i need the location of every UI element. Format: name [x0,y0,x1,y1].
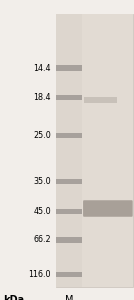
Bar [82,14,133,286]
Text: kDa: kDa [3,295,24,300]
Text: 14.4: 14.4 [33,64,51,73]
Bar [56,179,82,184]
Text: 116.0: 116.0 [28,270,51,279]
Bar [56,133,82,138]
Text: 18.4: 18.4 [33,93,51,102]
FancyBboxPatch shape [83,200,133,217]
Bar [56,14,133,286]
Text: 66.2: 66.2 [33,236,51,244]
Text: 35.0: 35.0 [33,177,51,186]
Bar [56,272,82,277]
Bar [56,14,82,286]
Text: 45.0: 45.0 [33,207,51,216]
Bar [56,95,82,100]
Text: 25.0: 25.0 [33,131,51,140]
Bar [56,209,82,214]
Bar [56,65,82,71]
Text: M: M [65,295,73,300]
Bar [56,237,82,243]
Bar [84,97,117,103]
